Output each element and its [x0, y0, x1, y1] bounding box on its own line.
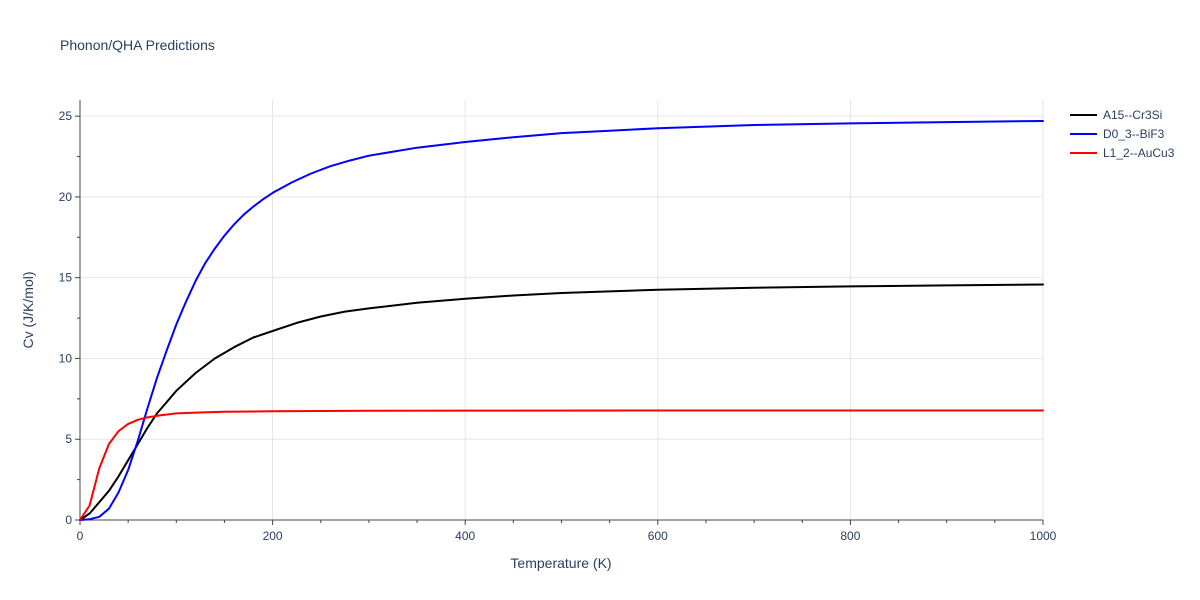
series-line-0[interactable] [79, 283, 1044, 521]
series-line-1[interactable] [79, 120, 1044, 521]
y-tick-label: 5 [65, 432, 72, 446]
x-tick-label: 1000 [1030, 529, 1057, 543]
axis-layer: 0 200 400 600 800 1000 0 5 10 15 20 25 [59, 100, 1057, 543]
legend-item[interactable]: L1_2--AuCu3 [1070, 146, 1175, 160]
legend-item[interactable]: A15--Cr3Si [1070, 108, 1162, 122]
x-tick-label: 0 [77, 529, 84, 543]
legend-label: D0_3--BiF3 [1103, 127, 1165, 141]
chart-title: Phonon/QHA Predictions [60, 37, 215, 53]
x-tick-label: 400 [455, 529, 475, 543]
legend-item[interactable]: D0_3--BiF3 [1070, 127, 1165, 141]
legend[interactable]: A15--Cr3Si D0_3--BiF3 L1_2--AuCu3 [1070, 108, 1175, 160]
y-tick-label: 10 [59, 351, 73, 365]
y-tick-label: 20 [59, 190, 73, 204]
grid-layer [80, 100, 1044, 520]
y-tick-label: 15 [59, 271, 73, 285]
series-layer [79, 120, 1044, 521]
x-tick-label: 800 [840, 529, 860, 543]
x-tick-label: 600 [648, 529, 668, 543]
x-tick-label: 200 [263, 529, 283, 543]
legend-label: L1_2--AuCu3 [1103, 146, 1175, 160]
series-line-2[interactable] [79, 409, 1044, 521]
y-axis-title: Cv (J/K/mol) [20, 272, 36, 349]
x-axis-title: Temperature (K) [510, 555, 611, 571]
y-tick-label: 25 [59, 109, 73, 123]
legend-label: A15--Cr3Si [1103, 108, 1162, 122]
y-tick-label: 0 [65, 513, 72, 527]
